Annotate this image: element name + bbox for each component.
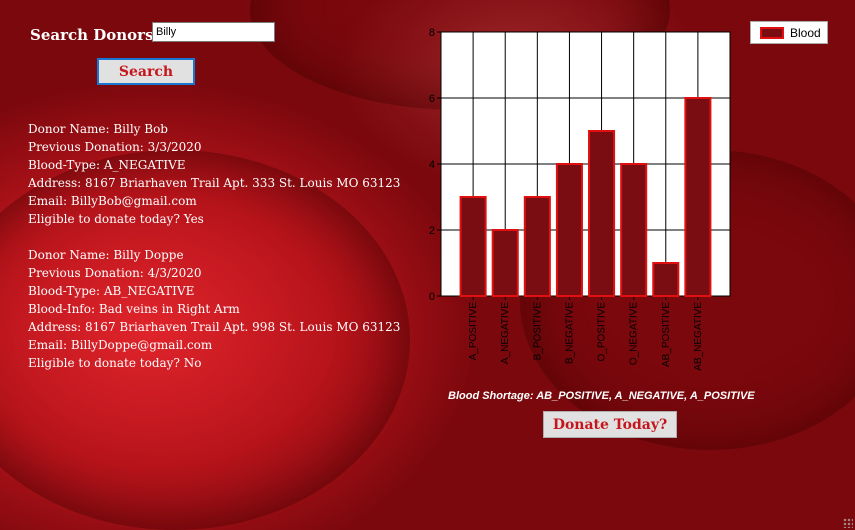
search-donors-label: Search Donors:	[30, 26, 160, 44]
donor-info-line: Previous Donation: 4/3/2020	[28, 266, 202, 280]
x-tick-label: O_POSITIVE	[597, 302, 608, 362]
x-tick-label: A_POSITIVE	[468, 302, 479, 361]
donor-info-line: Blood-Type: AB_NEGATIVE	[28, 284, 195, 298]
y-tick-label: 6	[429, 93, 435, 105]
search-input[interactable]	[152, 22, 275, 42]
donate-today-button[interactable]: Donate Today?	[543, 411, 677, 438]
bar-ab_negative	[684, 97, 712, 297]
legend-swatch	[760, 26, 784, 39]
donor-results: Donor Name: Billy Bob Previous Donation: …	[28, 120, 428, 390]
bar-b_positive	[523, 196, 551, 297]
x-tick-label: AB_POSITIVE	[661, 302, 672, 367]
bar-o_positive	[588, 130, 616, 297]
donor-info-line: Eligible to donate today? No	[28, 356, 202, 370]
donor-info-line: Previous Donation: 3/3/2020	[28, 140, 202, 154]
blood-shortage-text: Blood Shortage: AB_POSITIVE, A_NEGATIVE,…	[448, 390, 755, 402]
donor-info-line: Email: BillyBob@gmail.com	[28, 194, 197, 208]
y-tick-label: 8	[429, 27, 435, 39]
bar-o_negative	[620, 163, 648, 297]
bar-a_positive	[459, 196, 487, 297]
legend-label: Blood	[790, 25, 821, 40]
bar-ab_positive	[652, 262, 680, 297]
x-tick-label: B_NEGATIVE	[564, 302, 575, 364]
x-tick-label: AB_NEGATIVE	[693, 302, 704, 371]
donor-info-line: Donor Name: Billy Doppe	[28, 248, 184, 262]
search-button[interactable]: Search	[97, 58, 195, 85]
resize-grip[interactable]	[843, 518, 853, 528]
donor-info-line: Blood-Type: A_NEGATIVE	[28, 158, 186, 172]
donor-info-line: Donor Name: Billy Bob	[28, 122, 168, 136]
y-tick-label: 4	[429, 159, 435, 171]
chart-legend: Blood	[750, 21, 828, 44]
y-tick-label: 0	[429, 291, 435, 303]
x-tick-label: A_NEGATIVE	[500, 302, 511, 364]
plot-border	[440, 31, 731, 297]
x-tick-label: O_NEGATIVE	[629, 302, 640, 365]
donor-card: Donor Name: Billy Doppe Previous Donation…	[28, 246, 428, 372]
bar-a_negative	[491, 229, 519, 297]
donor-card: Donor Name: Billy Bob Previous Donation: …	[28, 120, 428, 228]
donor-info-line: Address: 8167 Briarhaven Trail Apt. 998 …	[28, 320, 401, 334]
donor-info-line: Eligible to donate today? Yes	[28, 212, 204, 226]
donor-info-line: Blood-Info: Bad veins in Right Arm	[28, 302, 240, 316]
x-tick-label: B_POSITIVE	[532, 302, 543, 361]
donor-info-line: Email: BillyDoppe@gmail.com	[28, 338, 213, 352]
bar-b_negative	[555, 163, 583, 297]
donor-info-line: Address: 8167 Briarhaven Trail Apt. 333 …	[28, 176, 401, 190]
y-tick-label: 2	[429, 225, 435, 237]
